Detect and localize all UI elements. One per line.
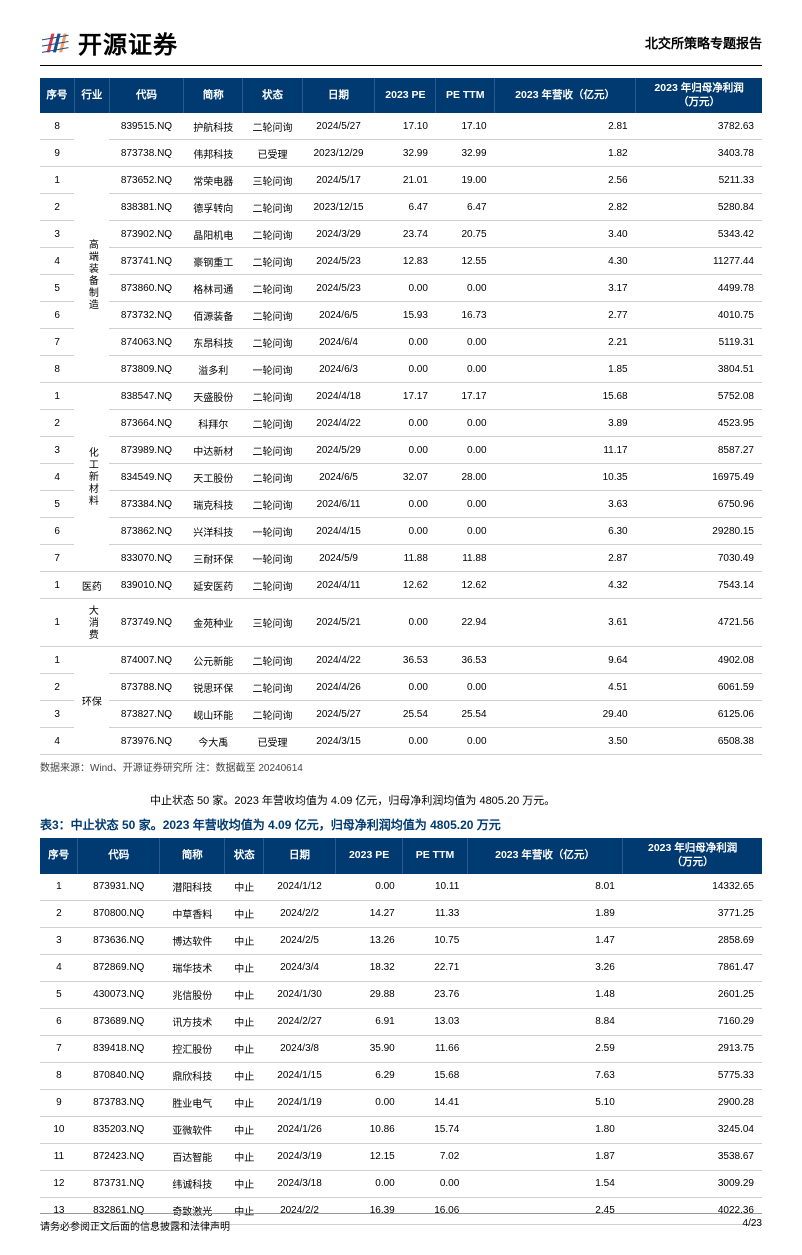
- company-logo: 开源证券: [40, 25, 178, 60]
- report-title: 北交所策略专题报告: [645, 33, 762, 52]
- industry-cell: 环保: [74, 647, 109, 755]
- source-note: 数据来源：Wind、开源证券研究所 注：数据截至 20240614: [40, 759, 762, 774]
- col-header: 日期: [302, 78, 375, 113]
- table2-body: 1873931.NQ潜阳科技中止2024/1/120.0010.118.0114…: [40, 874, 762, 1225]
- table2-caption: 表3：中止状态 50 家。2023 年营收均值为 4.09 亿元，归母净利润均值…: [40, 816, 762, 833]
- table-row: 1环保874007.NQ公元新能二轮问询2024/4/2236.5336.539…: [40, 647, 762, 674]
- table-row: 10835203.NQ亚微软件中止2024/1/2610.8615.741.80…: [40, 1116, 762, 1143]
- col-header: 状态: [225, 838, 264, 873]
- table-row: 1化工新材料838547.NQ天盛股份二轮问询2024/4/1817.1717.…: [40, 383, 762, 410]
- table2-head: 序号代码简称状态日期2023 PEPE TTM2023 年营收（亿元）2023 …: [40, 838, 762, 873]
- table1-body: 8839515.NQ护航科技二轮问询2024/5/2717.1017.102.8…: [40, 113, 762, 755]
- page-header: 开源证券 北交所策略专题报告: [40, 25, 762, 66]
- table-row: 9873738.NQ伟邦科技已受理2023/12/2932.9932.991.8…: [40, 140, 762, 167]
- table-row: 4834549.NQ天工股份二轮问询2024/6/532.0728.0010.3…: [40, 464, 762, 491]
- table-row: 3873989.NQ中达新材二轮问询2024/5/290.000.0011.17…: [40, 437, 762, 464]
- page-number: 4/23: [743, 1218, 762, 1233]
- industry-cell: 大消费: [74, 599, 109, 647]
- col-header: 序号: [40, 838, 78, 873]
- col-header: 代码: [109, 78, 183, 113]
- col-header: 2023 PE: [375, 78, 436, 113]
- table-row: 3873636.NQ博达软件中止2024/2/513.2610.751.4728…: [40, 927, 762, 954]
- logo-text: 开源证券: [78, 25, 178, 60]
- col-header: 2023 年归母净利润（万元）: [636, 78, 762, 113]
- table-row: 3873827.NQ岘山环能二轮问询2024/5/2725.5425.5429.…: [40, 701, 762, 728]
- col-header: 行业: [74, 78, 109, 113]
- table-row: 3873902.NQ晶阳机电二轮问询2024/3/2923.7420.753.4…: [40, 221, 762, 248]
- col-header: 2023 PE: [336, 838, 403, 873]
- table-row: 11872423.NQ百达智能中止2024/3/1912.157.021.873…: [40, 1143, 762, 1170]
- col-header: 简称: [184, 78, 243, 113]
- table-row: 2873788.NQ锐思环保二轮问询2024/4/260.000.004.516…: [40, 674, 762, 701]
- industry-cell: 医药: [74, 572, 109, 599]
- table-suspended: 序号代码简称状态日期2023 PEPE TTM2023 年营收（亿元）2023 …: [40, 838, 762, 1224]
- table1-head: 序号行业代码简称状态日期2023 PEPE TTM2023 年营收（亿元）202…: [40, 78, 762, 113]
- summary-text: 中止状态 50 家。2023 年营收均值为 4.09 亿元，归母净利润均值为 4…: [150, 792, 762, 808]
- footer-disclaimer: 请务必参阅正文后面的信息披露和法律声明: [40, 1218, 230, 1233]
- table-row: 1医药839010.NQ延安医药二轮问询2024/4/1112.6212.624…: [40, 572, 762, 599]
- industry-cell: 化工新材料: [74, 383, 109, 572]
- col-header: 2023 年营收（亿元）: [467, 838, 622, 873]
- table-row: 2838381.NQ德孚转向二轮问询2023/12/156.476.472.82…: [40, 194, 762, 221]
- table-row: 7833070.NQ三耐环保一轮问询2024/5/911.8811.882.87…: [40, 545, 762, 572]
- table-row: 1大消费873749.NQ金苑种业三轮问询2024/5/210.0022.943…: [40, 599, 762, 647]
- table-row: 6873862.NQ兴洋科技一轮问询2024/4/150.000.006.302…: [40, 518, 762, 545]
- table-row: 4872869.NQ瑞华技术中止2024/3/418.3222.713.2678…: [40, 954, 762, 981]
- table-row: 5873860.NQ格林司通二轮问询2024/5/230.000.003.174…: [40, 275, 762, 302]
- table-row: 7874063.NQ东昂科技二轮问询2024/6/40.000.002.2151…: [40, 329, 762, 356]
- col-header: PE TTM: [403, 838, 468, 873]
- col-header: PE TTM: [436, 78, 495, 113]
- page-footer: 请务必参阅正文后面的信息披露和法律声明 4/23: [40, 1213, 762, 1233]
- col-header: 2023 年营收（亿元）: [495, 78, 636, 113]
- table-row: 12873731.NQ纬诚科技中止2024/3/180.000.001.5430…: [40, 1170, 762, 1197]
- table-row: 8870840.NQ鼎欣科技中止2024/1/156.2915.687.6357…: [40, 1062, 762, 1089]
- table-row: 6873732.NQ佰源装备二轮问询2024/6/515.9316.732.77…: [40, 302, 762, 329]
- table-row: 1高端装备制造873652.NQ常荣电器三轮问询2024/5/1721.0119…: [40, 167, 762, 194]
- col-header: 2023 年归母净利润（万元）: [623, 838, 762, 873]
- table-row: 2873664.NQ科拜尔二轮问询2024/4/220.000.003.8945…: [40, 410, 762, 437]
- col-header: 日期: [264, 838, 336, 873]
- table-applicants: 序号行业代码简称状态日期2023 PEPE TTM2023 年营收（亿元）202…: [40, 78, 762, 755]
- table-row: 4873976.NQ今大禹已受理2024/3/150.000.003.50650…: [40, 728, 762, 755]
- table-row: 9873783.NQ胜业电气中止2024/1/190.0014.415.1029…: [40, 1089, 762, 1116]
- col-header: 代码: [78, 838, 160, 873]
- table-row: 1873931.NQ潜阳科技中止2024/1/120.0010.118.0114…: [40, 874, 762, 901]
- table-row: 7839418.NQ控汇股份中止2024/3/835.9011.662.5929…: [40, 1035, 762, 1062]
- table-row: 4873741.NQ豪钢重工二轮问询2024/5/2312.8312.554.3…: [40, 248, 762, 275]
- col-header: 序号: [40, 78, 74, 113]
- table-row: 5430073.NQ兆信股份中止2024/1/3029.8823.761.482…: [40, 981, 762, 1008]
- table-row: 8873809.NQ溢多利一轮问询2024/6/30.000.001.85380…: [40, 356, 762, 383]
- table-row: 6873689.NQ讯方技术中止2024/2/276.9113.038.8471…: [40, 1008, 762, 1035]
- industry-cell: 高端装备制造: [74, 167, 109, 383]
- logo-icon: [40, 29, 72, 57]
- col-header: 简称: [160, 838, 225, 873]
- industry-cell: [74, 113, 109, 167]
- table-row: 5873384.NQ瑞克科技二轮问询2024/6/110.000.003.636…: [40, 491, 762, 518]
- col-header: 状态: [243, 78, 302, 113]
- table-row: 8839515.NQ护航科技二轮问询2024/5/2717.1017.102.8…: [40, 113, 762, 140]
- table-row: 2870800.NQ中草香料中止2024/2/214.2711.331.8937…: [40, 900, 762, 927]
